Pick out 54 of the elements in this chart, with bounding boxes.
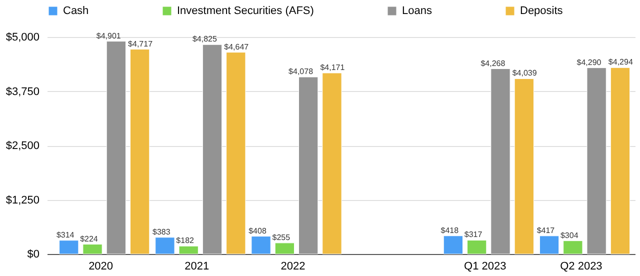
bar [155, 237, 175, 254]
legend-label: Investment Securities (AFS) [177, 5, 314, 17]
y-tick-label: $3,750 [6, 86, 40, 98]
data-label: $4,268 [480, 58, 506, 68]
bar [202, 44, 222, 254]
data-label: $383 [152, 227, 171, 236]
data-label: $317 [464, 230, 483, 240]
bar [59, 240, 79, 254]
bar [563, 240, 583, 254]
y-tick-label: $5,000 [6, 32, 40, 44]
bar [298, 76, 318, 254]
bar [610, 67, 630, 254]
bar [514, 78, 534, 254]
x-tick-label: Q2 2023 [560, 260, 602, 272]
x-tick-label: 2020 [88, 260, 114, 272]
bar [130, 49, 150, 254]
data-label: $408 [248, 226, 267, 236]
data-label: $4,717 [128, 39, 154, 48]
bar [467, 240, 487, 254]
data-label: $4,647 [224, 42, 250, 52]
y-tick-label: $1,250 [6, 194, 40, 206]
data-label: $224 [80, 234, 98, 244]
bar [586, 68, 606, 254]
y-tick-label: $0 [27, 248, 40, 260]
data-label: $4,290 [576, 58, 602, 67]
legend-label: Deposits [520, 5, 564, 17]
data-label: $4,901 [96, 31, 122, 40]
bar [82, 244, 102, 254]
legend-label: Cash [63, 5, 89, 17]
data-label: $4,039 [512, 68, 538, 78]
bar [490, 68, 510, 254]
data-label: $255 [272, 232, 291, 242]
bar [106, 41, 126, 254]
data-label: $4,825 [192, 34, 218, 44]
bar [251, 236, 271, 254]
x-tick-label: Q1 2023 [464, 260, 506, 272]
data-label: $417 [536, 226, 556, 235]
bar [178, 246, 198, 254]
data-label: $314 [56, 230, 75, 240]
y-tick-label: $2,500 [6, 140, 40, 152]
bar [539, 236, 560, 254]
x-tick-label: 2022 [280, 260, 306, 272]
data-label: $4,294 [608, 58, 634, 67]
bar [443, 236, 464, 254]
bar [274, 242, 295, 254]
data-label: $4,078 [288, 67, 314, 76]
data-label: $304 [560, 230, 579, 240]
bar [226, 52, 246, 254]
data-label: $418 [440, 226, 460, 235]
bar [322, 72, 342, 254]
data-label: $182 [176, 236, 195, 246]
legend-label: Loans [402, 5, 432, 17]
data-label: $4,171 [320, 62, 346, 72]
x-tick-label: 2021 [184, 260, 210, 272]
